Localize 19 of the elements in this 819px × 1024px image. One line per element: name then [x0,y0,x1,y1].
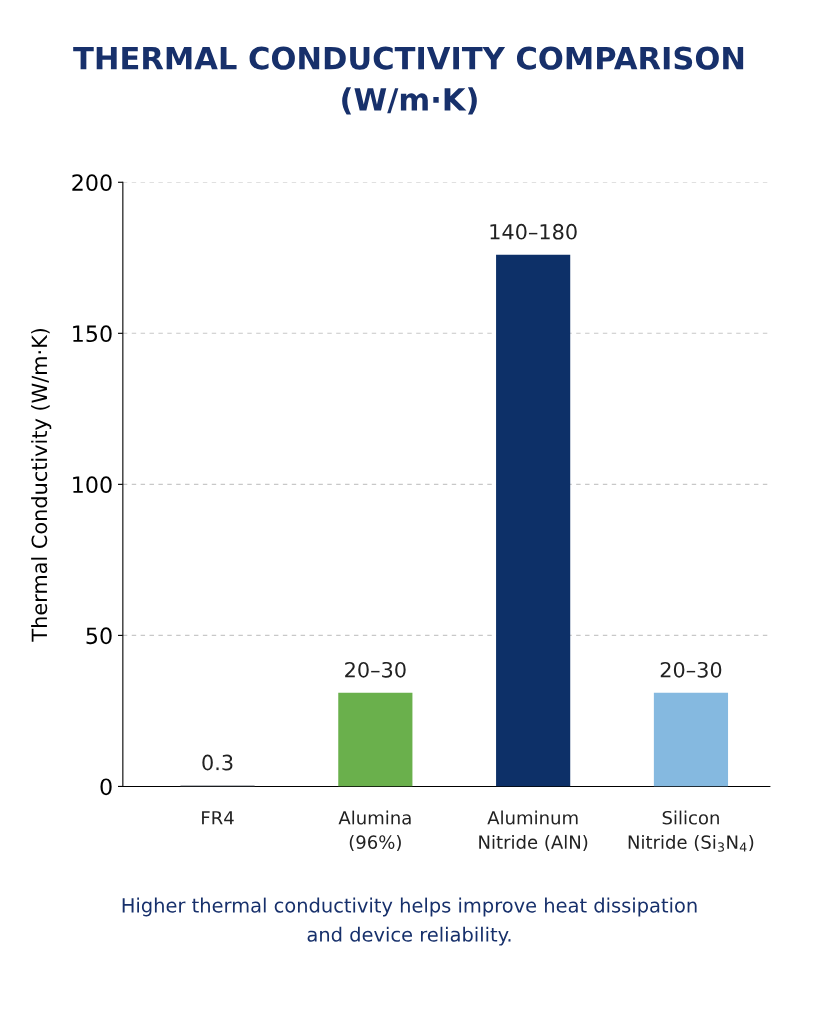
data-label: 0.3 [202,754,233,771]
x-tick-label: Silicon Nitride (Si$_{3}$N$_{4}$) [628,810,754,852]
y-axis-title: Thermal Conductivity (W/m·K) [31,328,52,642]
y-tick-label: 200 [72,174,112,192]
x-tick-label: Alumina (96%) [338,810,411,852]
bar [338,692,413,787]
x-tick-label: FR4 [202,811,234,825]
data-label: 20–30 [345,661,406,678]
y-tick-label: 100 [73,476,112,494]
data-label: 140–180 [490,223,577,240]
text: Higher thermal conductivity helps improve heat dissipation and device reliability. [122,897,697,946]
chart-title: THERMAL CONDUCTIVITY COMPARISON (W/m·K) [73,46,744,115]
y-tick-label: 50 [86,627,112,645]
bar [496,254,571,787]
y-tick-label: 150 [73,325,112,343]
y-tick-label: 0 [100,778,112,796]
x-tick-label: Aluminum Nitride (AlN) [479,810,588,852]
data-label: 20–30 [660,661,722,678]
bar [653,692,729,787]
